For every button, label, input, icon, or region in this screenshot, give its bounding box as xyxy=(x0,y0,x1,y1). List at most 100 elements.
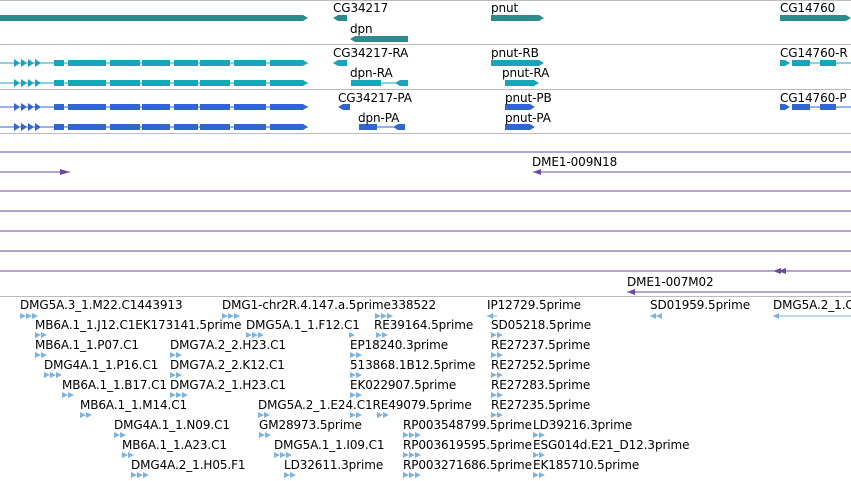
est-glyph[interactable] xyxy=(252,332,258,338)
est-glyph[interactable] xyxy=(286,452,292,458)
exon-block[interactable] xyxy=(110,80,140,86)
exon-chevron[interactable] xyxy=(35,103,41,111)
est-glyph[interactable] xyxy=(539,472,545,478)
exon-chevron[interactable] xyxy=(21,59,27,67)
exon-block[interactable] xyxy=(359,124,377,130)
est-glyph[interactable] xyxy=(128,452,134,458)
est-glyph[interactable] xyxy=(137,472,143,478)
est-glyph[interactable] xyxy=(387,313,393,319)
exon-block[interactable] xyxy=(54,104,64,110)
est-label[interactable]: DMG4A.1_1.N09.C1 xyxy=(114,418,230,432)
exon-block[interactable] xyxy=(393,124,405,130)
exon-block[interactable] xyxy=(234,124,266,130)
exon-chevron[interactable] xyxy=(35,59,41,67)
exon-chevron[interactable] xyxy=(14,79,20,87)
exon-block[interactable] xyxy=(68,80,106,86)
exon-chevron[interactable] xyxy=(28,79,34,87)
est-glyph[interactable] xyxy=(258,332,264,338)
est-glyph[interactable] xyxy=(222,313,228,319)
est-label[interactable]: EP18240.3prime xyxy=(350,338,448,352)
exon-block[interactable] xyxy=(174,60,198,66)
exon-block[interactable] xyxy=(792,60,810,66)
est-label[interactable]: RE27235.5prime xyxy=(491,398,591,412)
est-glyph[interactable] xyxy=(20,313,26,319)
est-label[interactable]: DMG7A.2_2.K12.C1 xyxy=(170,358,285,372)
est-glyph[interactable] xyxy=(246,332,252,338)
est-glyph[interactable] xyxy=(234,313,240,319)
est-label[interactable]: MB6A.1_1.P07.C1 xyxy=(35,338,139,352)
est-glyph[interactable] xyxy=(356,372,362,378)
exon-block[interactable] xyxy=(68,60,106,66)
exon-block[interactable] xyxy=(200,60,230,66)
exon-block[interactable] xyxy=(780,60,790,66)
exon-block[interactable] xyxy=(270,60,308,66)
est-glyph[interactable] xyxy=(41,332,47,338)
exon-block[interactable] xyxy=(333,60,347,66)
exon-block[interactable] xyxy=(68,124,106,130)
est-glyph[interactable] xyxy=(182,392,188,398)
exon-chevron[interactable] xyxy=(21,123,27,131)
exon-block[interactable] xyxy=(110,124,140,130)
exon-block[interactable] xyxy=(200,124,230,130)
est-glyph[interactable] xyxy=(491,372,497,378)
est-glyph[interactable] xyxy=(415,472,421,478)
bac-arrowhead[interactable] xyxy=(627,289,635,295)
est-glyph[interactable] xyxy=(383,412,389,418)
est-glyph[interactable] xyxy=(533,452,539,458)
est-label[interactable]: DMG5A.2_1.E24.C1RE49079.5prime xyxy=(258,398,472,412)
est-glyph[interactable] xyxy=(497,392,503,398)
bac-label-dme1-009n18[interactable]: DME1-009N18 xyxy=(532,155,618,169)
exon-block[interactable] xyxy=(351,80,381,86)
gene-glyph[interactable] xyxy=(350,36,408,42)
est-glyph[interactable] xyxy=(409,472,415,478)
est-glyph[interactable] xyxy=(403,432,409,438)
exon-block[interactable] xyxy=(142,124,170,130)
exon-chevron[interactable] xyxy=(21,79,27,87)
est-glyph[interactable] xyxy=(122,452,128,458)
est-label[interactable]: MB6A.1_1.A23.C1 xyxy=(122,438,227,452)
est-label[interactable]: DMG5A.2_1.C xyxy=(773,298,851,312)
est-glyph[interactable] xyxy=(356,412,362,418)
est-label[interactable]: EK185710.5prime xyxy=(533,458,640,472)
gene-glyph[interactable] xyxy=(780,15,851,21)
est-label[interactable]: IP12729.5prime xyxy=(487,298,581,312)
est-glyph[interactable] xyxy=(86,412,92,418)
est-glyph[interactable] xyxy=(491,412,497,418)
est-label[interactable]: RE27237.5prime xyxy=(491,338,591,352)
est-label[interactable]: DMG7A.2_1.H23.C1 xyxy=(170,378,286,392)
exon-block[interactable] xyxy=(142,60,170,66)
est-label[interactable]: MB6A.1_1.M14.C1 xyxy=(80,398,188,412)
exon-block[interactable] xyxy=(142,80,170,86)
est-glyph[interactable] xyxy=(170,352,176,358)
est-glyph[interactable] xyxy=(375,313,381,319)
exon-block[interactable] xyxy=(270,124,308,130)
est-glyph[interactable] xyxy=(259,432,265,438)
est-label[interactable]: ESG014d.E21_D12.3prime xyxy=(533,438,690,452)
bac-arrowhead[interactable] xyxy=(773,268,781,274)
est-label[interactable]: DMG4A.2_1.H05.F1 xyxy=(131,458,246,472)
est-label[interactable]: SD05218.5prime xyxy=(491,318,592,332)
transcript-label-pnut-rb[interactable]: pnut-RB xyxy=(491,46,539,60)
est-glyph[interactable] xyxy=(491,392,497,398)
est-glyph[interactable] xyxy=(44,372,50,378)
est-glyph[interactable] xyxy=(381,313,387,319)
exon-chevron[interactable] xyxy=(14,123,20,131)
est-label[interactable]: RP003271686.5prime xyxy=(403,458,532,472)
est-glyph[interactable] xyxy=(176,392,182,398)
est-glyph[interactable] xyxy=(265,432,271,438)
protein-label-cg14760-p[interactable]: CG14760-P xyxy=(780,91,847,105)
exon-block[interactable] xyxy=(110,104,140,110)
exon-chevron[interactable] xyxy=(35,123,41,131)
est-glyph[interactable] xyxy=(35,332,41,338)
est-glyph[interactable] xyxy=(356,392,362,398)
est-glyph[interactable] xyxy=(415,432,421,438)
gene-glyph[interactable] xyxy=(333,15,347,21)
est-glyph[interactable] xyxy=(350,392,356,398)
est-glyph[interactable] xyxy=(497,412,503,418)
exon-chevron[interactable] xyxy=(14,103,20,111)
est-glyph[interactable] xyxy=(497,332,503,338)
gene-label-pnut[interactable]: pnut xyxy=(491,1,519,15)
est-glyph[interactable] xyxy=(491,352,497,358)
est-label[interactable]: DMG5A.1_1.F12.C1 xyxy=(246,318,360,332)
exon-chevron[interactable] xyxy=(28,103,34,111)
